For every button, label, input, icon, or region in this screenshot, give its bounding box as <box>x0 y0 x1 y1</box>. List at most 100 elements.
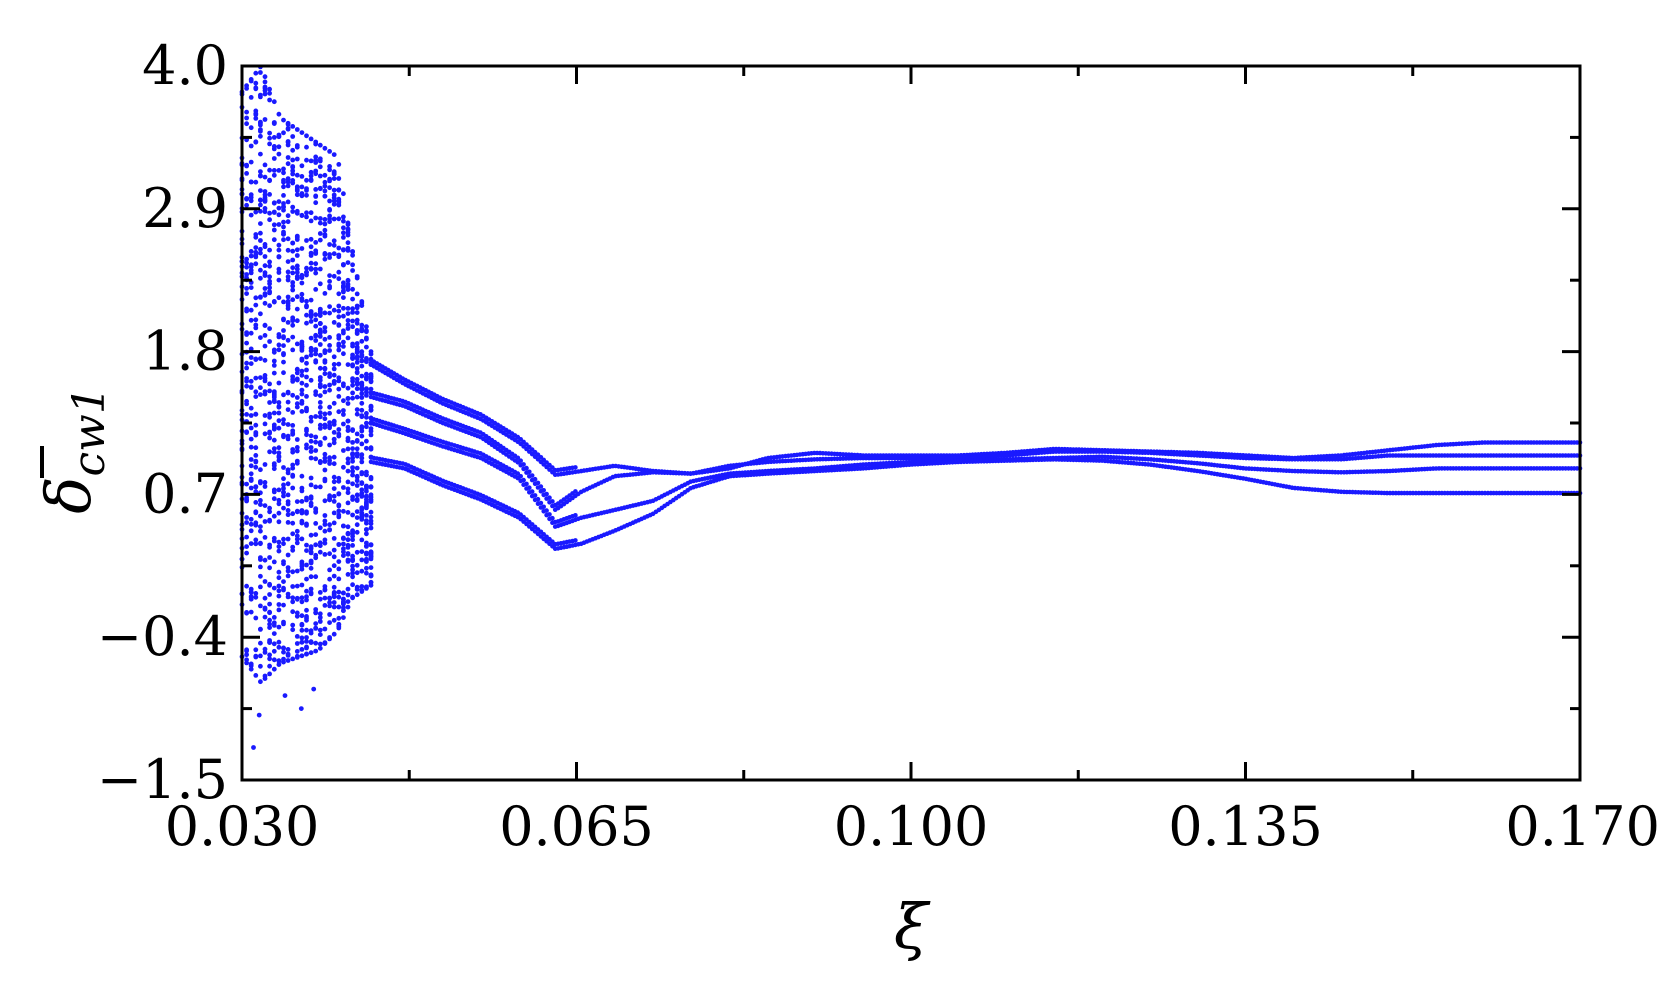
chaos-point <box>322 513 328 518</box>
scatter-points <box>239 64 1583 750</box>
chaos-point <box>322 384 328 389</box>
chaos-point <box>350 427 355 432</box>
chaos-point <box>248 436 254 442</box>
chaos-point <box>331 176 337 182</box>
chaos-point <box>267 97 272 103</box>
chaos-point <box>244 115 250 121</box>
chaos-point <box>322 145 328 151</box>
y-axis-label-subscript: cw1 <box>64 386 115 476</box>
chaos-point <box>359 395 365 400</box>
chaos-point <box>313 621 319 626</box>
chaos-point <box>281 237 286 243</box>
chaos-point <box>304 651 309 657</box>
chaos-point <box>341 351 346 357</box>
chaos-point <box>331 419 337 425</box>
chaos-point <box>267 177 272 183</box>
chaos-point <box>304 542 309 548</box>
chaos-point <box>248 143 254 149</box>
chaos-point <box>354 345 360 350</box>
chaos-point <box>345 500 351 506</box>
chaos-point <box>313 359 319 365</box>
chaos-point <box>350 595 355 601</box>
chaos-point <box>290 124 296 129</box>
chaos-point <box>294 583 300 589</box>
chaos-point <box>294 533 300 539</box>
chaos-point <box>244 660 250 666</box>
chaos-point <box>281 392 286 398</box>
chaos-point <box>299 368 305 374</box>
chaos-point <box>345 586 351 592</box>
chaos-point <box>350 378 355 384</box>
chaos-point <box>267 663 272 669</box>
chaos-point <box>294 184 300 190</box>
chaos-point <box>253 500 259 505</box>
chaos-point <box>327 213 332 219</box>
chaos-point <box>281 476 286 482</box>
chaos-point <box>317 393 323 398</box>
chaos-point <box>271 358 277 364</box>
chaos-point <box>345 226 351 232</box>
chaos-point <box>258 392 263 397</box>
chaos-point <box>294 641 300 646</box>
chaos-point <box>281 219 286 225</box>
chaos-point <box>285 161 291 167</box>
chaos-point <box>331 493 337 499</box>
chaos-point <box>327 600 332 605</box>
chaos-point <box>313 248 319 254</box>
chaos-point <box>359 328 365 334</box>
chaos-point <box>308 630 314 636</box>
chaos-point <box>304 192 309 198</box>
chaos-point <box>271 666 277 672</box>
chaos-point <box>322 359 328 365</box>
chaos-point <box>317 645 323 651</box>
chaos-point <box>267 259 272 265</box>
chaos-point <box>290 280 296 285</box>
chaos-point <box>336 322 342 328</box>
chaos-point <box>336 386 342 392</box>
chaos-point <box>271 422 277 428</box>
chaos-point <box>345 277 351 283</box>
chaos-point <box>253 422 259 428</box>
chaos-point <box>308 565 314 571</box>
chaos-point <box>364 375 369 380</box>
chaos-point <box>253 112 259 118</box>
chaos-point <box>341 615 346 620</box>
chaos-point <box>341 608 346 614</box>
y-tick-label: −0.4 <box>97 605 228 668</box>
chaos-point <box>354 529 360 535</box>
chaos-point <box>271 120 277 125</box>
chaos-point <box>308 310 314 316</box>
chaos-point <box>331 454 337 460</box>
chaos-point <box>271 299 277 305</box>
chaos-point <box>336 303 342 309</box>
chaos-point <box>258 584 263 590</box>
chaos-point <box>262 209 268 215</box>
chaos-point <box>350 356 355 361</box>
chaos-point <box>341 295 346 300</box>
chaos-point <box>354 376 360 382</box>
chaos-point <box>253 453 259 458</box>
chaos-point <box>359 400 365 406</box>
chaos-point <box>364 329 369 335</box>
chaos-point <box>253 394 259 399</box>
chaos-point <box>271 449 277 455</box>
chaos-point <box>317 164 323 170</box>
chaos-point <box>322 603 328 608</box>
chaos-point <box>244 520 250 525</box>
chaos-point <box>308 503 314 509</box>
svg-text:δcw1: δcw1 <box>32 386 115 514</box>
chaos-point <box>350 262 355 268</box>
chaos-point <box>308 210 314 216</box>
chaos-point <box>253 116 259 121</box>
chaos-point <box>248 285 254 290</box>
chaos-point <box>276 588 282 594</box>
chaos-point <box>253 80 259 86</box>
chaos-point <box>276 134 282 139</box>
chaos-point <box>350 563 355 569</box>
y-tick-label: 0.7 <box>142 462 228 525</box>
chaos-point <box>354 474 360 480</box>
chaos-point <box>276 247 282 253</box>
chaos-point <box>258 679 263 685</box>
chaos-point <box>271 209 277 215</box>
chaos-point <box>262 480 268 485</box>
